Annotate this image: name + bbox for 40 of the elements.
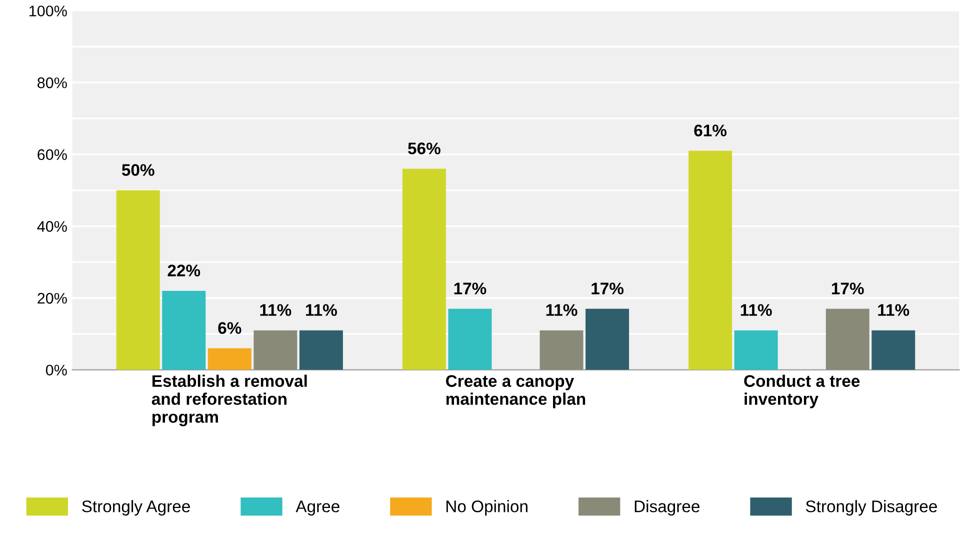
- bar: [162, 290, 206, 370]
- bar: [208, 348, 252, 370]
- bar: [872, 330, 916, 370]
- data-label: 11%: [546, 304, 578, 316]
- y-tick-label: 20%: [38, 292, 67, 304]
- x-tick-label: Establish a removal and reforestation program: [152, 374, 307, 426]
- data-label: 6%: [218, 322, 242, 334]
- bar: [402, 168, 446, 370]
- data-label: 11%: [740, 304, 772, 316]
- bar: [540, 330, 584, 370]
- data-label: 11%: [260, 304, 292, 316]
- y-tick-label: 60%: [38, 149, 67, 160]
- x-tick-label: Create a canopy maintenance plan: [446, 375, 586, 408]
- legend-label: Disagree: [634, 500, 700, 516]
- legend-label: Strongly Disagree: [806, 500, 937, 516]
- data-label: 50%: [122, 164, 154, 176]
- data-label: 17%: [454, 282, 486, 294]
- data-label: 11%: [306, 304, 337, 316]
- bar: [116, 190, 160, 370]
- legend-label: No Opinion: [446, 500, 528, 516]
- data-label: 11%: [878, 304, 910, 316]
- data-label: 22%: [168, 264, 200, 276]
- bar: [299, 330, 343, 370]
- y-tick-label: 100%: [30, 6, 67, 16]
- legend-label: Agree: [296, 500, 340, 516]
- data-label: 17%: [832, 282, 864, 294]
- data-label: 17%: [592, 282, 624, 294]
- bar: [586, 308, 630, 370]
- y-tick-label: 80%: [38, 77, 67, 88]
- y-tick-label: 40%: [37, 221, 67, 232]
- bar: [734, 330, 778, 370]
- bar: [688, 150, 732, 370]
- bar: [254, 330, 298, 370]
- x-tick-label: Conduct a tree inventory: [744, 374, 860, 408]
- legend-label: Strongly Agree: [82, 500, 190, 516]
- bar: [448, 308, 492, 370]
- bar: [826, 308, 870, 370]
- data-label: 61%: [694, 124, 727, 136]
- y-tick-label: 0%: [46, 364, 67, 376]
- data-label: 56%: [408, 142, 440, 154]
